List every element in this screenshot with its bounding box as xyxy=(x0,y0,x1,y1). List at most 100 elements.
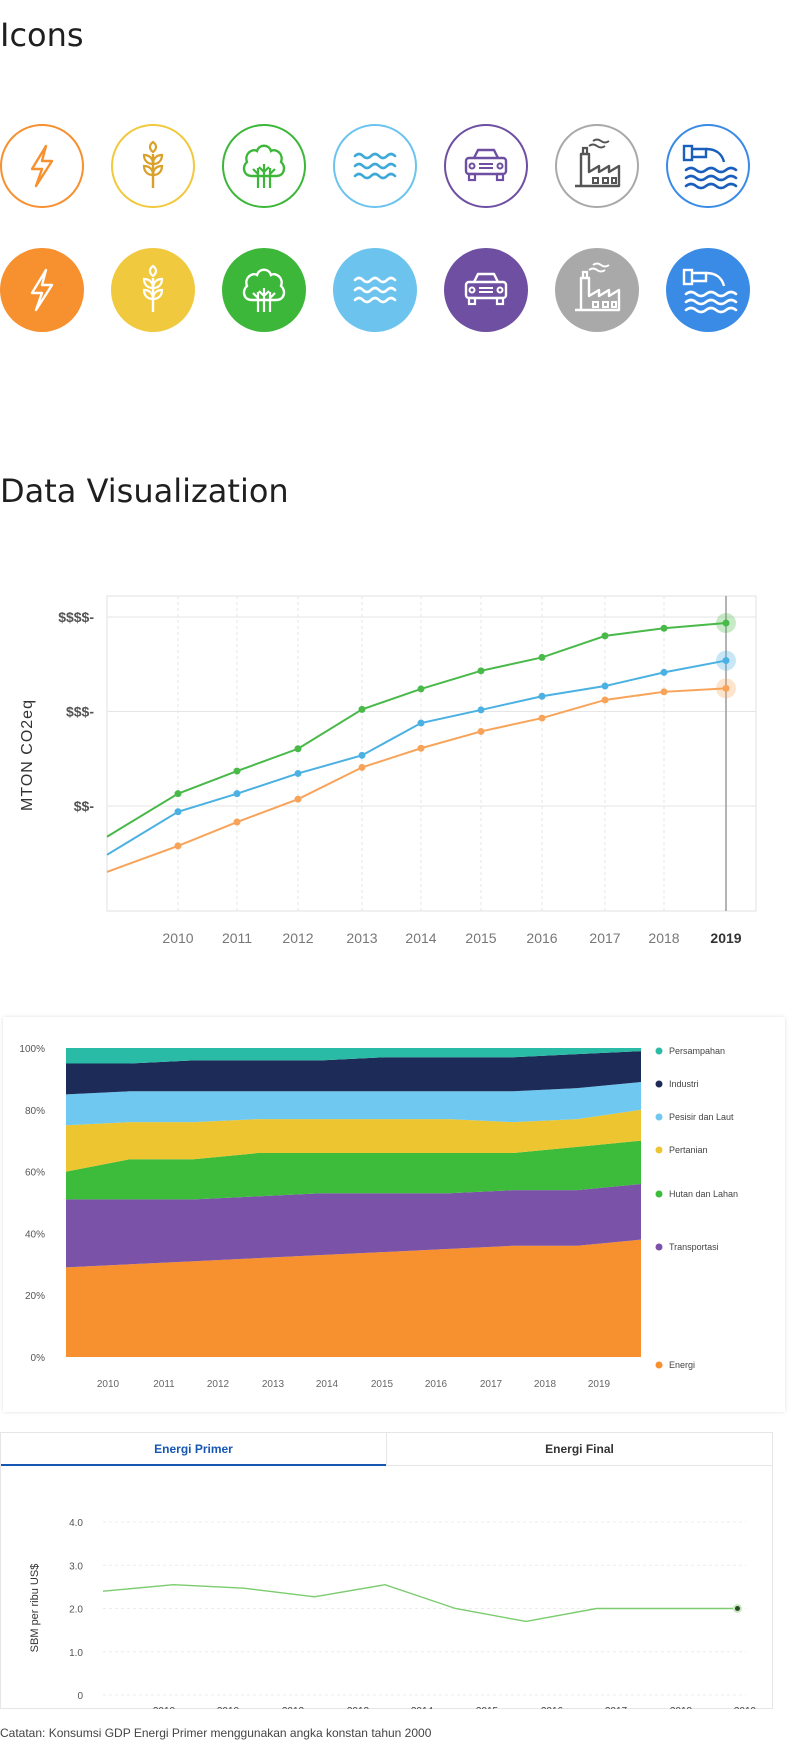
tab-energi-primer[interactable]: Energi Primer xyxy=(1,1433,386,1466)
x-tick-label: 2014 xyxy=(316,1379,339,1390)
energy-filled-icon xyxy=(0,248,84,332)
x-tick-label: 2014 xyxy=(405,930,436,946)
y-axis-label: SBM per ribu US$ xyxy=(29,1564,41,1653)
x-tick-label: 2019 xyxy=(710,930,741,946)
footnote: Catatan: Konsumsi GDP Energi Primer meng… xyxy=(0,1726,432,1740)
legend-label: Persampahan xyxy=(669,1046,725,1056)
legend-label: Industri xyxy=(669,1079,699,1089)
data-point-green xyxy=(174,790,182,798)
y-tick-label: 100% xyxy=(19,1044,45,1055)
y-tick-label: 80% xyxy=(25,1106,45,1117)
industry-filled-icon xyxy=(555,248,639,332)
legend-label: Pesisir dan Laut xyxy=(669,1112,734,1122)
area-transportasi xyxy=(66,1183,641,1268)
x-tick-label: 2013 xyxy=(347,1706,370,1709)
transport-filled-icon xyxy=(444,248,528,332)
data-point-orange xyxy=(417,744,425,752)
legend-marker xyxy=(655,1243,663,1251)
data-point-green xyxy=(417,685,425,693)
y-axis-label: MTON CO2eq xyxy=(19,699,36,811)
data-point-green xyxy=(233,767,241,775)
legend-marker xyxy=(655,1113,663,1121)
x-tick-label: 2016 xyxy=(526,930,557,946)
legend-marker xyxy=(655,1146,663,1154)
legend-label: Transportasi xyxy=(669,1242,719,1252)
data-point-green xyxy=(358,705,366,713)
x-tick-label: 2018 xyxy=(534,1379,557,1390)
y-tick-label: 40% xyxy=(25,1229,45,1240)
x-tick-label: 2013 xyxy=(346,930,377,946)
x-tick-label: 2011 xyxy=(153,1379,175,1390)
x-tick-label: 2010 xyxy=(153,1706,176,1709)
area-hutan-dan-lahan xyxy=(66,1140,641,1200)
legend-label: Pertanian xyxy=(669,1145,708,1155)
data-point-green xyxy=(601,632,609,640)
data-point-orange xyxy=(174,842,182,850)
data-point-orange xyxy=(294,795,302,803)
data-point-blue xyxy=(294,769,302,777)
agriculture-filled-icon xyxy=(111,248,195,332)
data-point-blue xyxy=(722,657,730,665)
x-tick-label: 2012 xyxy=(282,1706,305,1709)
waste-outline-icon xyxy=(666,124,750,208)
x-tick-label: 2010 xyxy=(217,1706,240,1709)
data-point-blue xyxy=(233,790,241,798)
waste-filled-icon xyxy=(666,248,750,332)
data-point-green xyxy=(722,619,730,627)
x-tick-label: 2014 xyxy=(411,1706,434,1709)
data-point-blue xyxy=(538,692,546,700)
energy-intensity-line-chart: 0 1.0 2.0 3.0 4.0 2010 2010 2012 2013 2014 2015 201… xyxy=(29,1518,757,1717)
forest-outline-icon xyxy=(222,124,306,208)
tab-energi-final[interactable]: Energi Final xyxy=(386,1433,772,1466)
area-energi xyxy=(66,1239,641,1357)
data-point-orange xyxy=(538,714,546,722)
energy-tabs: Energi Primer Energi Final xyxy=(0,1432,773,1466)
data-point-green xyxy=(477,667,485,675)
y-tick-label: 20% xyxy=(25,1291,45,1302)
data-point-blue xyxy=(358,751,366,759)
data-point-green xyxy=(294,745,302,753)
x-tick-label: 2015 xyxy=(476,1706,499,1709)
sector-share-card: 0% 20% 40% 60% 80% 100% 2010 2011 2012 2013 2014 20… xyxy=(3,1017,785,1412)
x-tick-label: 2019 xyxy=(734,1706,757,1709)
legend-marker xyxy=(655,1080,663,1088)
energy-outline-icon xyxy=(0,124,84,208)
legend-marker xyxy=(655,1047,663,1055)
series-line-energi-primer xyxy=(102,1583,738,1623)
dataviz-section-title: Data Visualization xyxy=(0,472,289,510)
coastal-filled-icon xyxy=(333,248,417,332)
y-tick-label: 4.0 xyxy=(69,1518,83,1529)
y-tick-label: 2.0 xyxy=(69,1605,83,1616)
icons-section-title: Icons xyxy=(0,16,84,54)
area-pertanian xyxy=(66,1109,641,1172)
area-persampahan xyxy=(66,1048,641,1064)
data-point-orange xyxy=(477,727,485,735)
forest-filled-icon xyxy=(222,248,306,332)
transport-outline-icon xyxy=(444,124,528,208)
x-tick-label: 2012 xyxy=(207,1379,230,1390)
data-point-blue xyxy=(660,668,668,676)
x-tick-label: 2017 xyxy=(589,930,620,946)
industry-outline-icon xyxy=(555,124,639,208)
y-tick-label: $$$$- xyxy=(58,609,94,625)
x-tick-label: 2010 xyxy=(162,930,193,946)
data-point-blue xyxy=(601,682,609,690)
legend-marker xyxy=(655,1361,663,1369)
data-point-orange xyxy=(601,696,609,704)
legend-label: Energi xyxy=(669,1360,695,1370)
x-tick-label: 2010 xyxy=(97,1379,120,1390)
x-tick-label: 2011 xyxy=(222,930,252,946)
data-point-orange xyxy=(358,763,366,771)
y-tick-label: 0% xyxy=(31,1353,46,1364)
x-tick-label: 2017 xyxy=(480,1379,503,1390)
x-tick-label: 2013 xyxy=(262,1379,285,1390)
x-tick-label: 2016 xyxy=(425,1379,448,1390)
x-tick-label: 2016 xyxy=(541,1706,564,1709)
data-point-green xyxy=(538,653,546,661)
data-point-orange xyxy=(660,688,668,696)
y-tick-label: 3.0 xyxy=(69,1561,83,1572)
data-point-orange xyxy=(233,818,241,826)
data-point-blue xyxy=(174,808,182,816)
area-pesisir-dan-laut xyxy=(66,1081,641,1126)
y-tick-label: $$- xyxy=(74,798,95,814)
